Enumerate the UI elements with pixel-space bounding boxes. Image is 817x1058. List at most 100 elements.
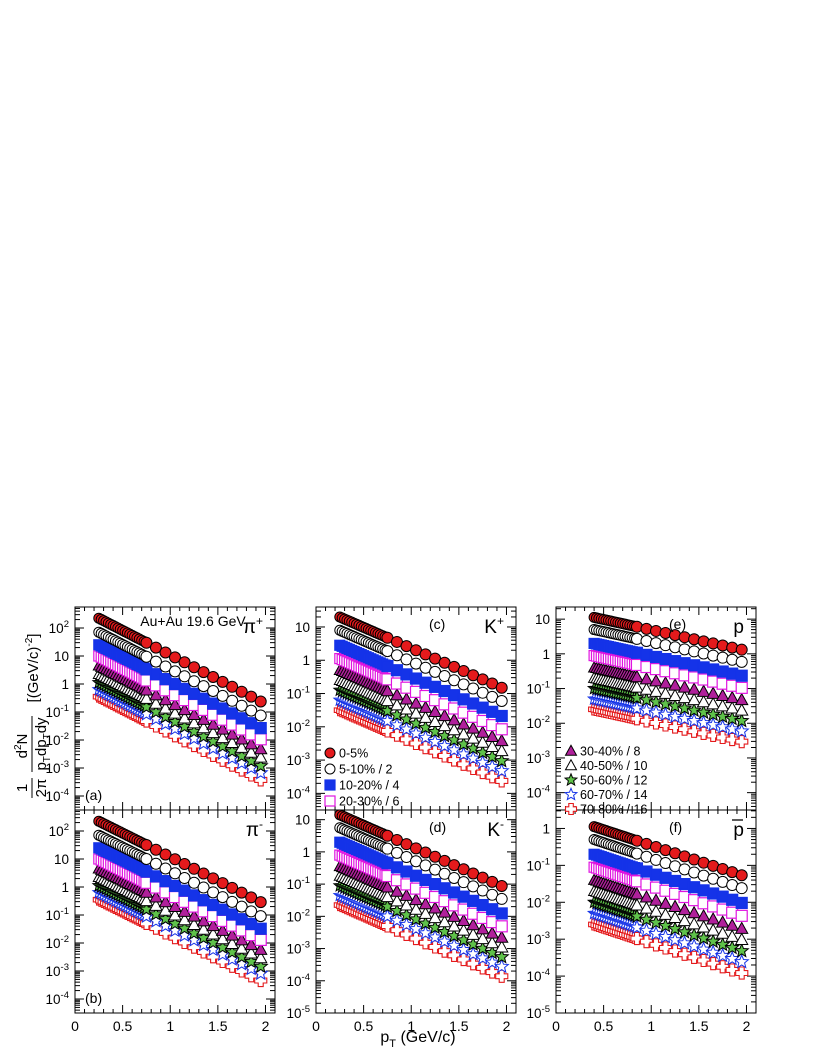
legend-marker	[324, 747, 336, 759]
series-60-70%	[586, 691, 750, 738]
data-point	[234, 731, 249, 745]
series-group	[332, 611, 510, 788]
data-point	[668, 899, 682, 912]
data-point	[168, 907, 182, 921]
data-point	[706, 957, 720, 971]
y-tick-label: 10-2	[527, 893, 550, 910]
series-10-20%	[93, 842, 267, 935]
data-point	[399, 691, 414, 705]
data-point	[254, 933, 267, 947]
data-point	[409, 931, 423, 946]
data-point	[686, 712, 702, 728]
data-point	[687, 682, 701, 695]
data-point	[244, 745, 259, 758]
series-group	[91, 612, 269, 787]
data-point	[215, 722, 230, 735]
data-point	[714, 708, 731, 724]
data-point	[639, 714, 654, 728]
data-point	[390, 923, 404, 937]
series-70-80%	[588, 918, 749, 980]
series-20-30%	[588, 861, 748, 922]
data-point	[409, 736, 423, 751]
x-tick-label: 2	[743, 1018, 751, 1034]
data-point	[225, 727, 240, 740]
y-tick-label: 10-1	[527, 680, 550, 697]
series-40-50%	[333, 673, 509, 757]
data-point	[687, 692, 701, 706]
data-point	[495, 907, 508, 920]
y-tick-label: 10-5	[287, 1004, 310, 1021]
data-point	[216, 891, 229, 904]
data-point	[226, 895, 239, 908]
data-point	[725, 690, 740, 704]
data-point	[658, 718, 673, 732]
data-point	[168, 706, 182, 719]
data-point	[677, 722, 692, 736]
data-point	[658, 686, 673, 699]
data-point	[638, 691, 655, 707]
data-point	[735, 681, 748, 694]
data-point	[139, 691, 154, 704]
data-point	[197, 680, 210, 693]
data-point	[389, 912, 405, 928]
panel-d: 0 0.5 1 1.5 2 10 1 10-1 10-2 10-3 10-4 10-5 (d) K-	[287, 809, 517, 1034]
data-point	[380, 724, 395, 738]
data-point	[169, 867, 181, 880]
legend-marker	[324, 795, 336, 807]
data-point	[495, 695, 508, 708]
data-point	[658, 896, 673, 909]
data-point	[648, 925, 664, 941]
y-tick-label: 10-3	[527, 930, 550, 947]
data-point	[380, 879, 395, 893]
data-point	[158, 894, 173, 908]
data-point	[245, 905, 258, 918]
data-point	[648, 693, 664, 709]
y-tick-label: 10-1	[46, 906, 69, 923]
legend-entry: 0-5%	[324, 747, 368, 761]
data-point	[648, 914, 664, 930]
data-point	[436, 737, 453, 753]
data-point	[418, 741, 433, 755]
series-30-40%	[333, 663, 509, 747]
data-point	[245, 704, 258, 717]
data-point	[676, 923, 693, 939]
data-point	[187, 707, 201, 720]
series-0-5%	[93, 815, 267, 909]
data-point	[494, 930, 509, 943]
data-point	[168, 697, 182, 711]
data-point	[418, 700, 433, 713]
data-point	[169, 651, 181, 664]
data-point	[494, 939, 509, 953]
data-point	[493, 762, 510, 778]
data-point	[188, 876, 201, 889]
data-point	[417, 729, 434, 745]
data-point	[630, 886, 644, 900]
series-5-10%	[334, 624, 508, 708]
data-point	[389, 716, 405, 732]
data-point	[475, 921, 490, 935]
data-point	[630, 680, 644, 693]
y-tick-label: 10-4	[527, 967, 550, 984]
data-point	[696, 684, 711, 697]
data-point	[649, 684, 663, 697]
data-point	[196, 922, 211, 935]
data-point	[668, 910, 682, 924]
data-point	[254, 910, 267, 923]
data-point	[676, 710, 693, 726]
x-tick-label: 1.5	[689, 1018, 709, 1034]
data-point	[196, 720, 211, 734]
data-point	[409, 892, 423, 906]
data-point	[706, 696, 721, 710]
series-5-10%	[93, 626, 267, 722]
series-20-30%	[334, 849, 508, 933]
panel-label: (c)	[429, 616, 445, 632]
y-tick-label: 10-2	[287, 907, 310, 924]
data-point	[390, 687, 404, 701]
data-point	[735, 882, 748, 895]
data-point	[140, 636, 153, 649]
legend-marker	[564, 802, 578, 816]
data-point	[677, 913, 692, 927]
legend-label: 30-40% / 8	[580, 745, 641, 759]
data-point	[418, 936, 433, 950]
data-point	[428, 704, 442, 718]
